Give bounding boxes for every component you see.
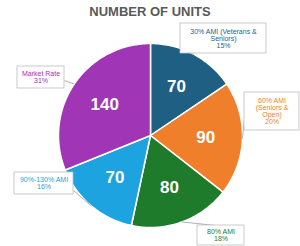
svg-text:60% AMI(Seniors &Open)20%: 60% AMI(Seniors &Open)20% [256,97,289,125]
svg-text:140: 140 [91,95,119,114]
svg-text:70: 70 [167,77,186,96]
svg-text:70: 70 [106,168,125,187]
html-text:NUMBER OF UNITS: NUMBER OF UNITS [89,4,211,19]
svg-text:90%-130% AMI16%: 90%-130% AMI16% [20,176,68,190]
svg-text:30% AMI (Veterans &Seniors)15%: 30% AMI (Veterans &Seniors)15% [190,28,257,49]
svg-text:80: 80 [160,178,179,197]
svg-text:Market Rate31%: Market Rate31% [22,70,60,84]
svg-text:90: 90 [196,128,215,147]
svg-text:80% AMI18%: 80% AMI18% [207,228,235,242]
